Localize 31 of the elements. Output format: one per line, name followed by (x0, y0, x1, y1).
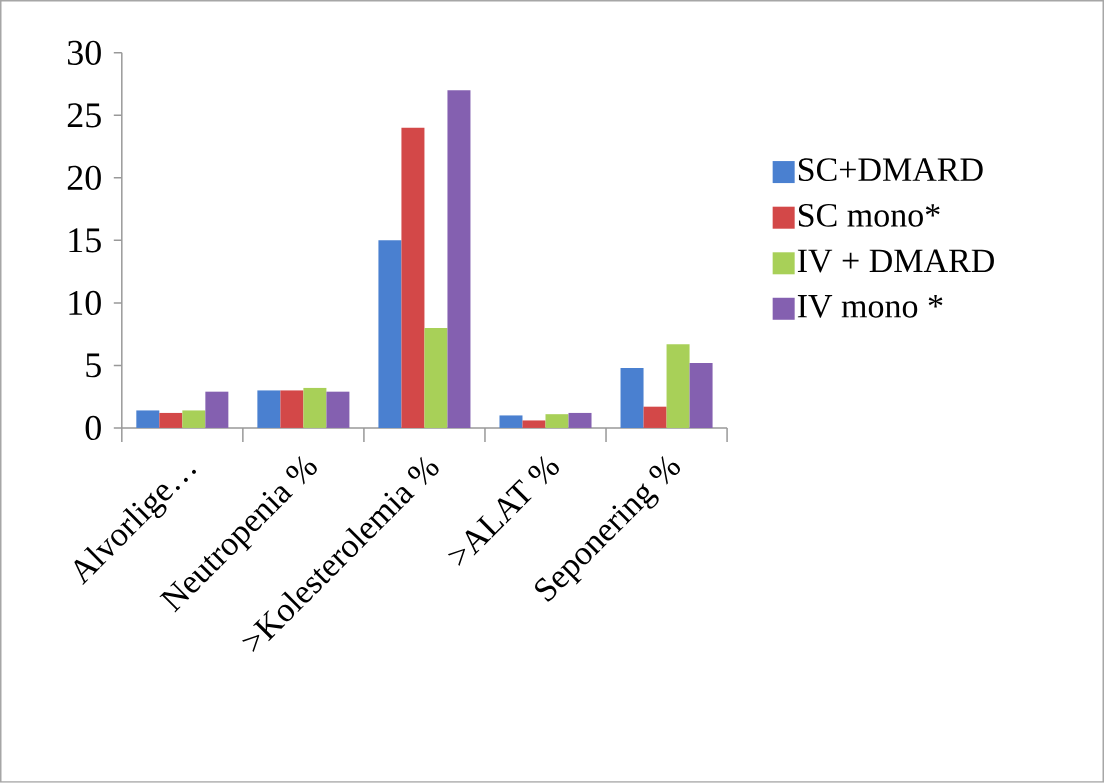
bar (499, 415, 523, 429)
bar (136, 410, 160, 429)
bar (280, 390, 304, 429)
bar (159, 413, 183, 429)
bar (689, 362, 713, 429)
y-tick-label: 5 (86, 353, 101, 378)
bar (447, 90, 471, 429)
bar (205, 391, 229, 429)
bar (326, 391, 350, 429)
y-tick-label: 20 (67, 165, 101, 191)
legend-label: SC mono* (798, 203, 940, 227)
bar (620, 367, 644, 429)
legend-label: SC+DMARD (798, 158, 983, 182)
bar (568, 413, 592, 429)
y-tick-label: 0 (85, 415, 101, 441)
y-tick-label: 25 (67, 103, 101, 128)
bar (378, 240, 402, 429)
y-tick-label: 10 (69, 290, 101, 316)
bar (545, 414, 569, 429)
legend-label: IV + DMARD (797, 249, 994, 273)
bar (303, 388, 327, 429)
y-tick-label: 30 (67, 40, 101, 65)
legend-label: IV mono * (797, 295, 943, 318)
bar (401, 127, 425, 429)
bar (424, 327, 448, 429)
bar (666, 344, 690, 429)
bar (182, 410, 206, 429)
bar (257, 390, 281, 429)
bar (522, 420, 546, 429)
y-tick-label: 15 (69, 228, 101, 253)
bar (643, 406, 667, 429)
